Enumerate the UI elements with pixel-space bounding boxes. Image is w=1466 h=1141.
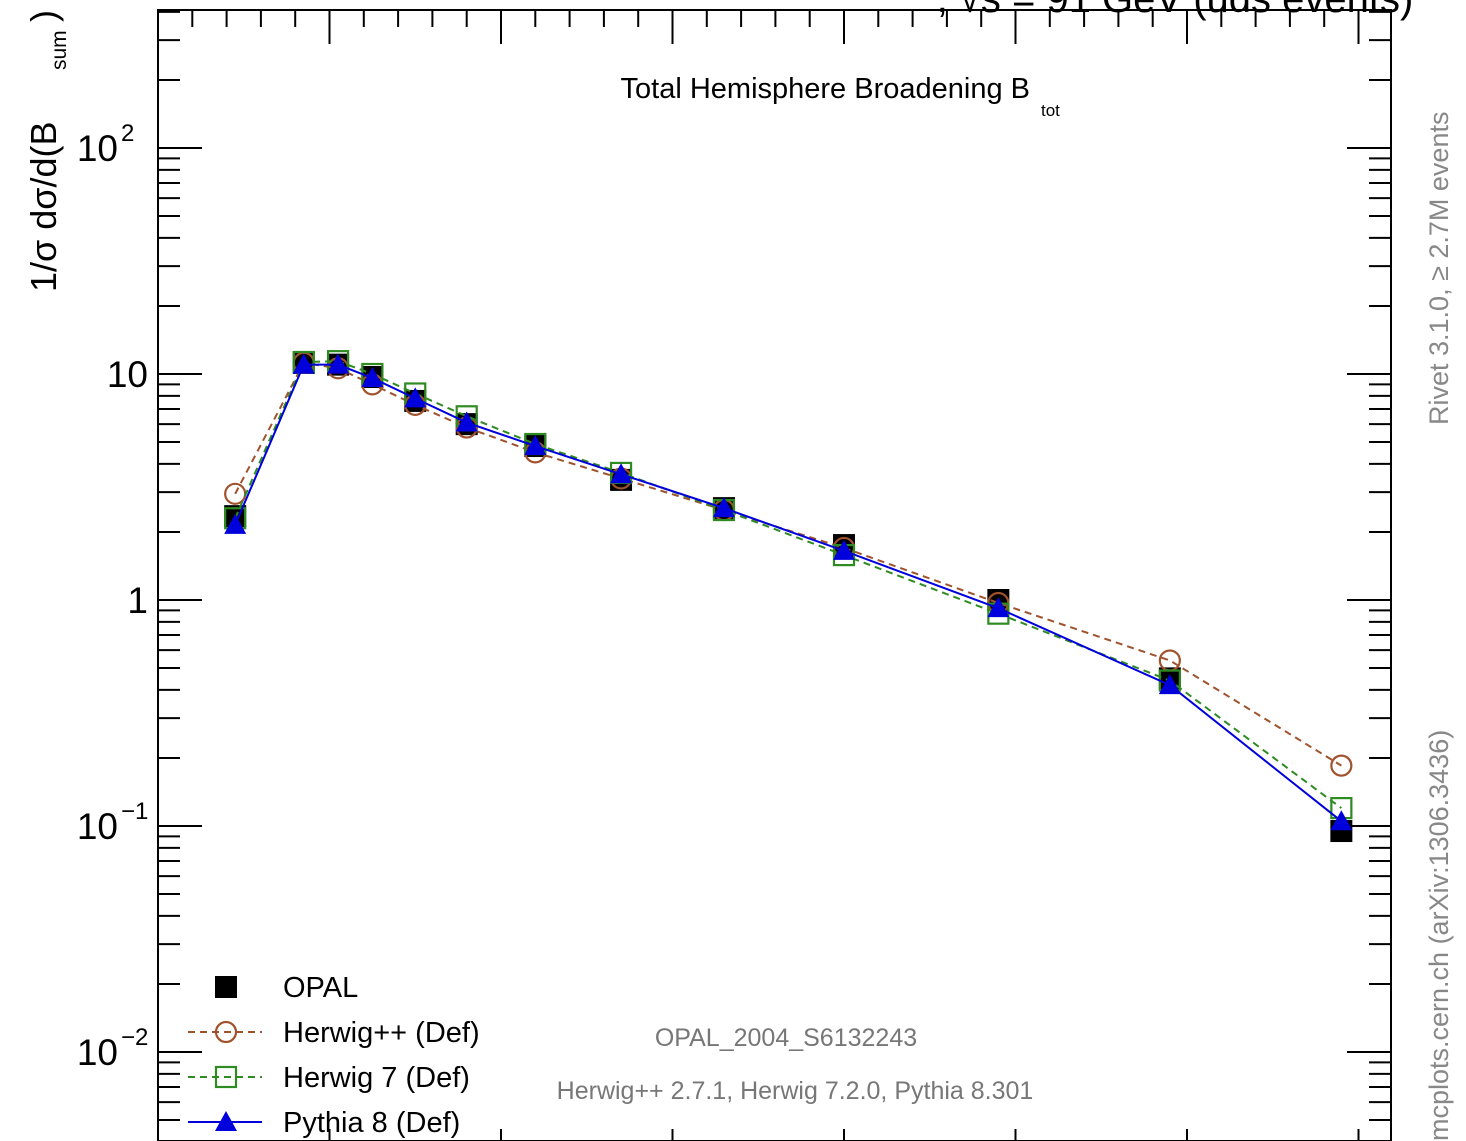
y-axis-label-sub: sum — [48, 30, 71, 70]
legend-label: Herwig++ (Def) — [283, 1017, 480, 1049]
series-layer — [224, 351, 1352, 842]
y-tick-label: 10 — [77, 806, 118, 847]
y-tick-label-exponent: −1 — [121, 798, 148, 825]
legend-marker — [215, 976, 237, 998]
y-tick-label: 1 — [127, 580, 148, 621]
legend-entry: Herwig 7 (Def) — [188, 1062, 470, 1094]
legend-entry: OPAL — [215, 972, 358, 1004]
analysis-id: OPAL_2004_S6132243 — [655, 1024, 917, 1052]
side-note-upper-text: Rivet 3.1.0, ≥ 2.7M events — [1424, 112, 1454, 425]
series-0 — [224, 352, 1352, 842]
y-tick-label-exponent: 2 — [121, 120, 134, 147]
chart-title: Total Hemisphere Broadening B — [621, 73, 1030, 105]
legend-label: Herwig 7 (Def) — [283, 1062, 470, 1094]
y-tick-label-exponent: −2 — [121, 1024, 148, 1051]
series-2 — [225, 351, 1351, 818]
side-note-lower-text: mcplots.cern.ch (arXiv:1306.3436) — [1424, 730, 1454, 1141]
y-tick-label: 10 — [107, 354, 148, 395]
legend-label: Pythia 8 (Def) — [283, 1107, 460, 1139]
side-note-lower: mcplots.cern.ch (arXiv:1306.3436) — [1424, 730, 1454, 1141]
series-line — [235, 361, 1341, 808]
generators-note: Herwig++ 2.7.1, Herwig 7.2.0, Pythia 8.3… — [557, 1077, 1034, 1105]
y-axis-label-main: 1/σ dσ/d(B — [23, 121, 64, 292]
chart-title-subscript: tot — [1041, 101, 1060, 120]
series-line — [235, 365, 1341, 822]
y-tick-label: 10 — [77, 128, 118, 169]
chart-title-main: Total Hemisphere Broadening B — [621, 73, 1030, 105]
legend-entry: Herwig++ (Def) — [188, 1017, 480, 1049]
series-line — [235, 363, 1341, 766]
y-axis-label-subscript: sum — [48, 30, 71, 70]
series-1 — [225, 353, 1351, 776]
y-axis-label: 1/σ dσ/d(B — [23, 121, 64, 292]
legend-label: OPAL — [283, 972, 358, 1004]
legend-entry: Pythia 8 (Def) — [188, 1107, 460, 1139]
side-note-upper: Rivet 3.1.0, ≥ 2.7M events — [1424, 112, 1454, 425]
series-3 — [224, 354, 1352, 831]
y-tick-label: 10 — [77, 1032, 118, 1073]
y-axis-label-close: ) — [23, 10, 64, 22]
y-axis-label-paren: ) — [23, 10, 64, 22]
legend: OPAL Herwig++ (Def) Herwig 7 (Def) Pythia 8… — [188, 972, 480, 1139]
